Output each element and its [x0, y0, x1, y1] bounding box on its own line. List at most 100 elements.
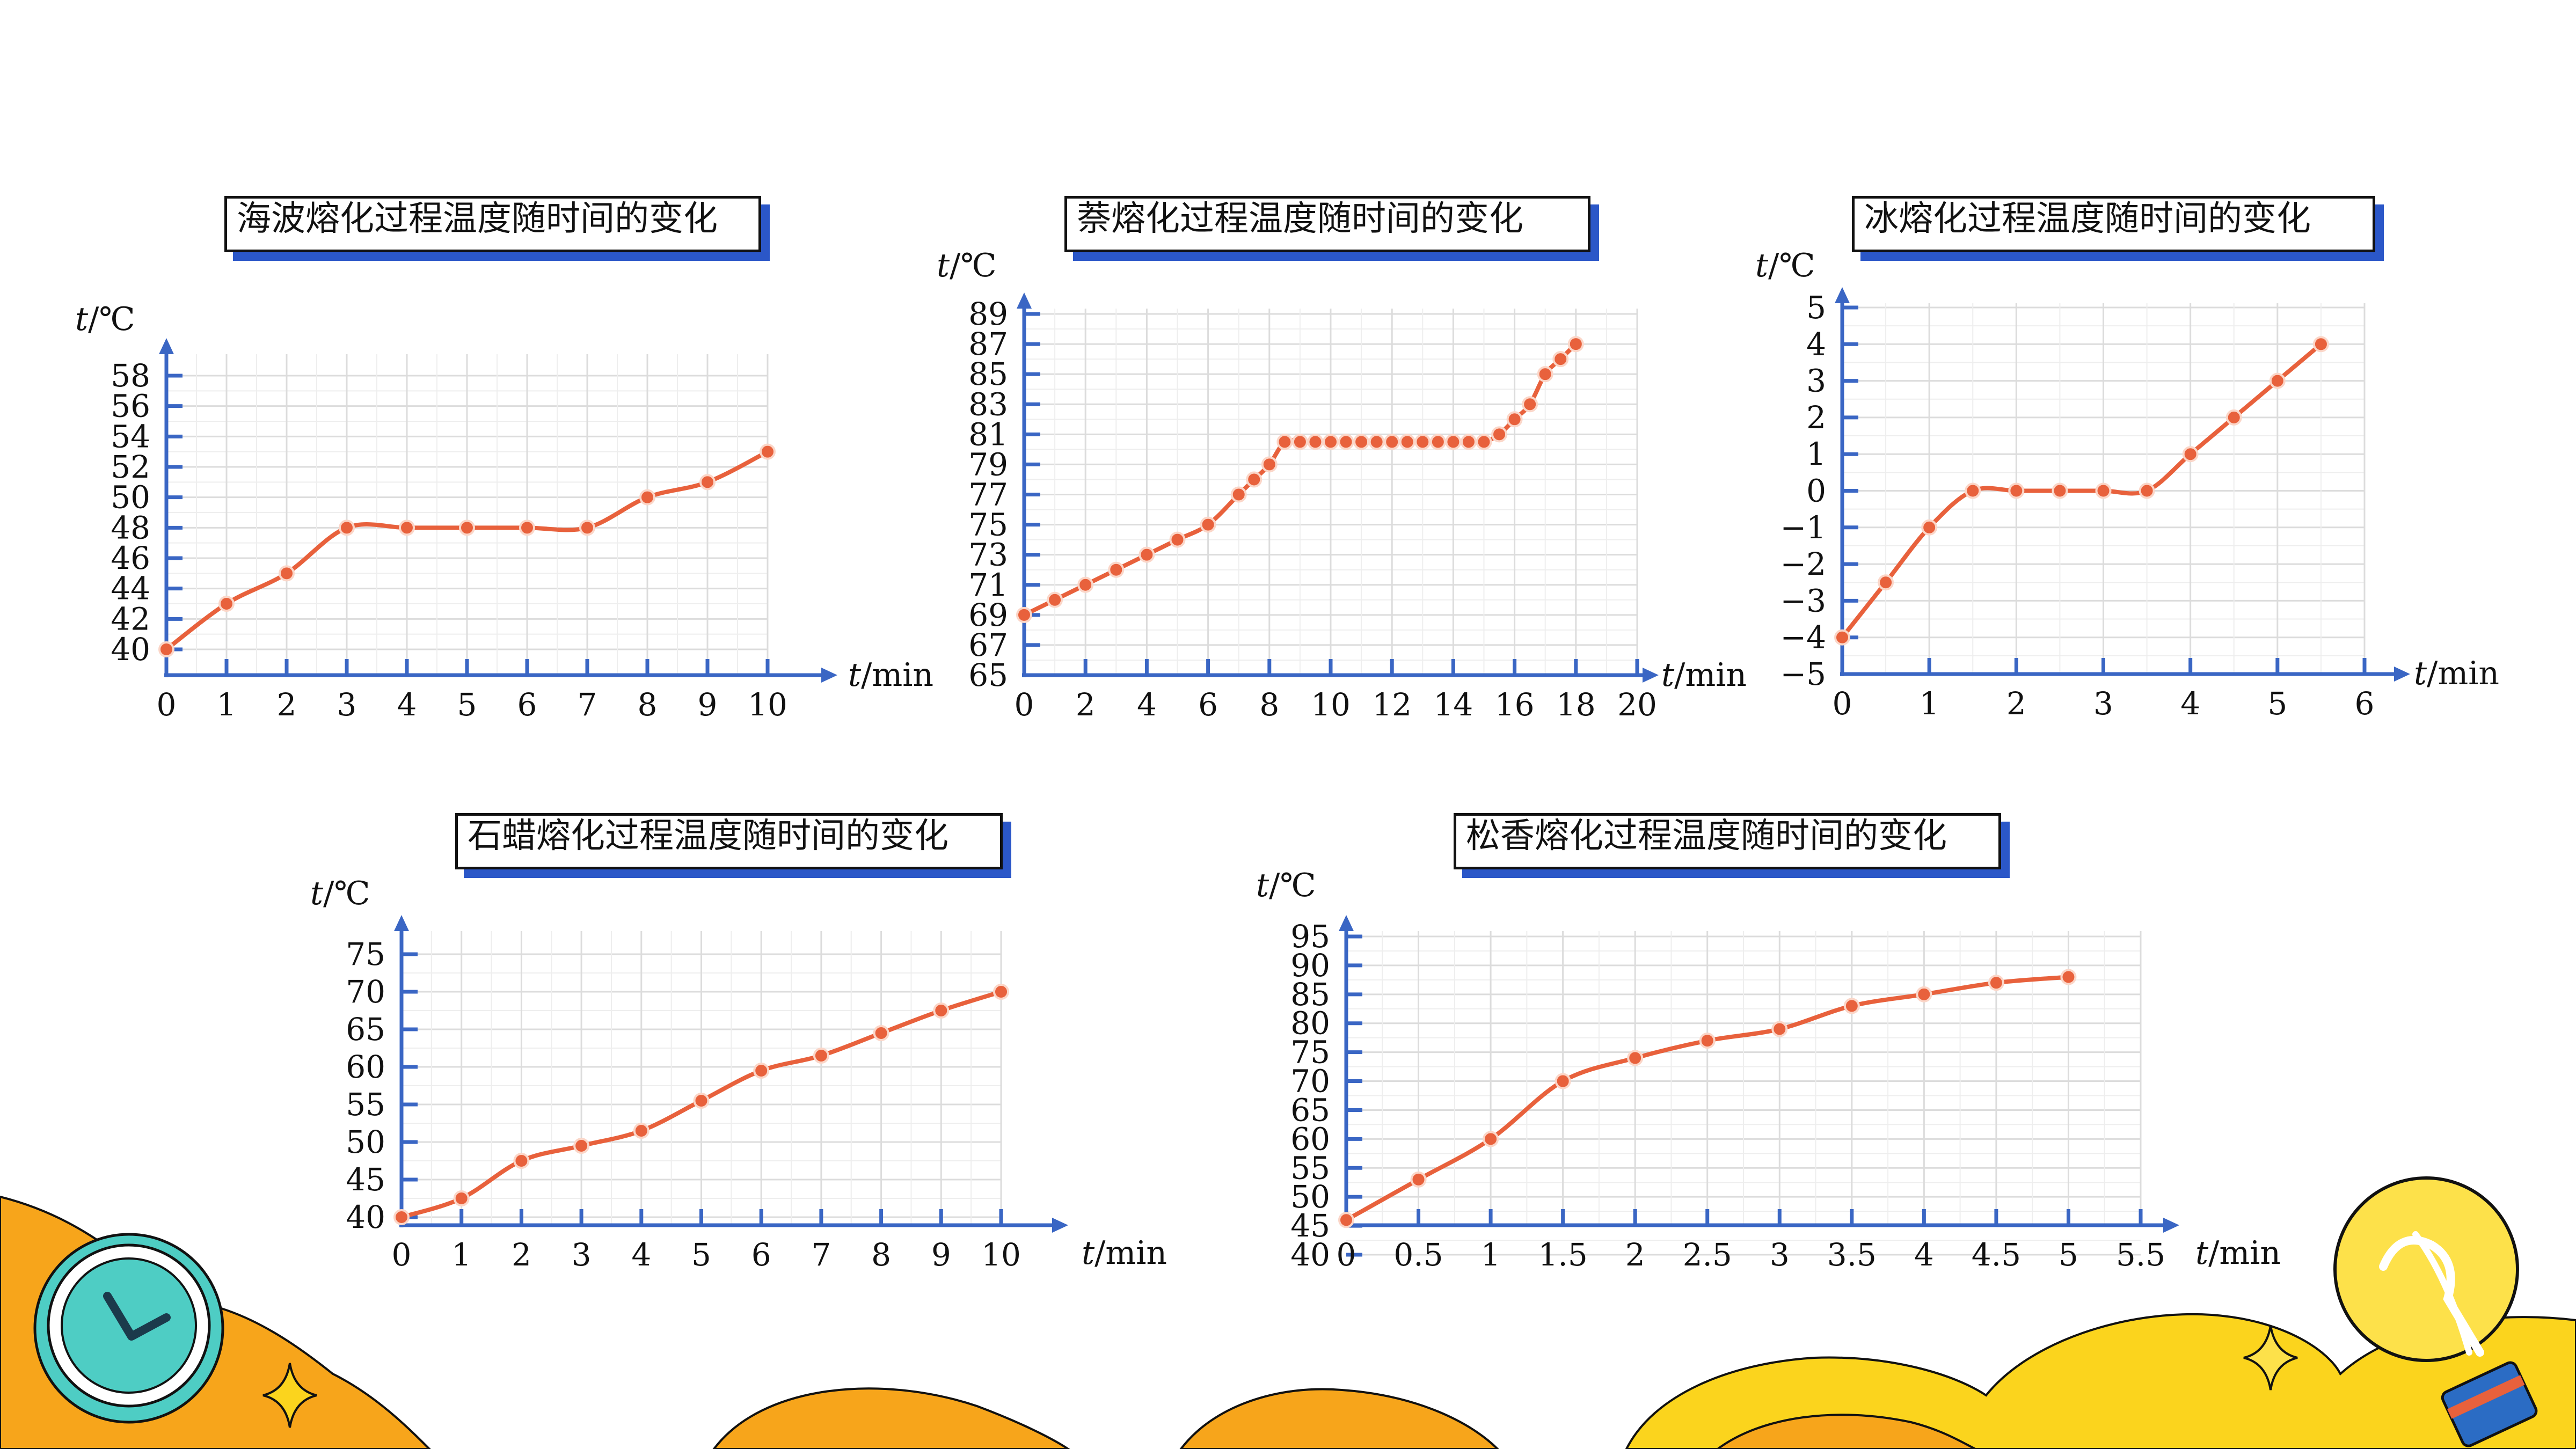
- y-axis-label: t/℃: [75, 301, 135, 338]
- x-tick-label: 5: [2059, 1236, 2078, 1273]
- data-point: [1445, 434, 1462, 450]
- y-tick-label: 80: [1290, 1005, 1330, 1042]
- y-tick-label: 70: [1290, 1063, 1330, 1100]
- data-point: [753, 1063, 770, 1079]
- y-tick-label: 85: [1290, 976, 1330, 1013]
- grid: [165, 354, 769, 675]
- y-tick-label: 75: [346, 936, 385, 972]
- chart-title-3: 冰熔化过程温度随时间的变化: [1852, 196, 2375, 252]
- axis-var: t: [1755, 247, 1769, 284]
- axis-var: t: [848, 656, 862, 694]
- data-point: [513, 1153, 530, 1169]
- x-tick-label: 0.5: [1393, 1236, 1443, 1273]
- data-point: [2095, 482, 2112, 499]
- data-point: [1246, 471, 1263, 488]
- y-tick-label: 77: [968, 477, 1008, 513]
- x-axis-label: t/min: [848, 656, 933, 694]
- x-tick-label: 4: [397, 686, 417, 723]
- y-tick-label: 50: [1290, 1179, 1330, 1215]
- axis-var: t: [75, 301, 89, 338]
- y-tick-label: 79: [968, 446, 1008, 482]
- data-point: [2139, 482, 2155, 499]
- data-point: [1460, 434, 1477, 450]
- x-tick-label: 10: [981, 1236, 1021, 1273]
- y-axis-arrow: [1339, 915, 1354, 931]
- y-axis-arrow: [394, 915, 409, 931]
- y-tick-label: −5: [1780, 656, 1827, 692]
- data-point: [453, 1190, 470, 1206]
- data-point: [1843, 998, 1860, 1014]
- x-tick-label: 3: [1770, 1236, 1790, 1273]
- data-point: [639, 489, 655, 506]
- x-tick-label: 9: [698, 686, 718, 723]
- y-axis-arrow: [159, 338, 174, 354]
- data-point: [1307, 434, 1324, 450]
- x-axis-arrow: [2394, 667, 2410, 682]
- y-tick-label: 50: [346, 1124, 385, 1160]
- data-point: [519, 519, 535, 536]
- x-tick-label: 2: [1625, 1236, 1645, 1273]
- data-point: [1169, 531, 1186, 548]
- y-tick-label: 55: [1290, 1150, 1330, 1186]
- x-tick-label: 5: [2267, 685, 2287, 722]
- y-tick-label: 54: [111, 418, 150, 455]
- x-axis-label: t/min: [1661, 656, 1747, 694]
- x-tick-label: 8: [638, 686, 658, 723]
- x-tick-label: 5: [691, 1236, 711, 1273]
- y-tick-label: 87: [968, 326, 1008, 362]
- y-tick-label: 75: [968, 507, 1008, 543]
- x-tick-label: 4: [2180, 685, 2200, 722]
- y-tick-label: 56: [111, 388, 150, 425]
- data-point: [2269, 372, 2286, 389]
- data-point: [1834, 629, 1850, 646]
- x-axis-arrow: [821, 668, 837, 683]
- x-axis-arrow: [2163, 1218, 2179, 1233]
- y-axis-arrow: [1017, 292, 1032, 309]
- axis-var: t: [1256, 867, 1269, 904]
- x-tick-label: 5.5: [2116, 1236, 2165, 1273]
- x-tick-label: 3: [2093, 685, 2113, 722]
- data-point: [459, 519, 475, 536]
- y-tick-label: 58: [111, 357, 150, 394]
- data-point: [1414, 434, 1431, 450]
- x-tick-label: 14: [1433, 686, 1473, 723]
- y-axis-label: t/℃: [937, 247, 996, 284]
- x-axis-arrow: [1052, 1218, 1068, 1233]
- data-point: [2060, 969, 2077, 985]
- x-tick-label: 2: [1076, 686, 1096, 723]
- data-point: [813, 1048, 829, 1064]
- data-point: [1077, 576, 1094, 593]
- data-point: [1410, 1171, 1427, 1188]
- y-tick-label: 45: [346, 1161, 385, 1198]
- y-tick-label: 40: [1290, 1236, 1330, 1273]
- data-point: [393, 1209, 410, 1225]
- data-point: [693, 1093, 710, 1109]
- data-point: [1699, 1033, 1716, 1049]
- x-tick-label: 6: [1198, 686, 1218, 723]
- data-point: [1261, 456, 1278, 473]
- chart-title-5: 松香熔化过程温度随时间的变化: [1454, 813, 2001, 869]
- x-axis-label: t/min: [2414, 655, 2499, 692]
- y-tick-label: 71: [968, 567, 1008, 603]
- x-tick-label: 1: [217, 686, 237, 723]
- lightbulb-icon: [2333, 1176, 2538, 1447]
- x-tick-label: 0: [157, 686, 177, 723]
- x-tick-label: 4: [1137, 686, 1157, 723]
- data-point: [1353, 434, 1370, 450]
- x-tick-label: 3: [572, 1236, 592, 1273]
- y-tick-label: 90: [1290, 947, 1330, 984]
- y-tick-label: 4: [1806, 326, 1826, 362]
- data-point: [1139, 546, 1155, 563]
- y-unit: /℃: [1269, 867, 1316, 904]
- x-tick-label: 0: [1015, 686, 1034, 723]
- y-unit: /℃: [950, 247, 996, 284]
- data-point: [1200, 516, 1216, 533]
- y-tick-label: 65: [1290, 1092, 1330, 1128]
- data-point: [633, 1123, 650, 1139]
- y-axis-label: t/℃: [1755, 247, 1815, 284]
